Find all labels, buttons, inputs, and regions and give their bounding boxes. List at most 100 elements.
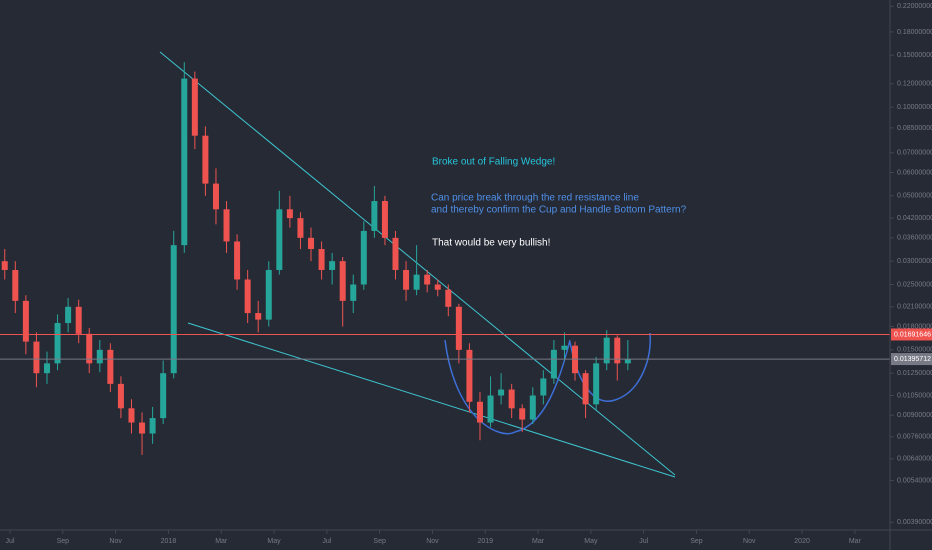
y-tick-label: 0.03000000 bbox=[897, 258, 932, 265]
candle-body bbox=[107, 349, 114, 384]
x-tick-label: 2019 bbox=[477, 538, 493, 545]
handle-curve bbox=[569, 332, 651, 402]
last-price-line-box bbox=[891, 353, 932, 366]
candle-body bbox=[508, 389, 515, 409]
candle-body bbox=[350, 284, 357, 301]
wedge-upper-line bbox=[159, 51, 676, 476]
candle-body bbox=[75, 306, 82, 334]
candle-body bbox=[276, 209, 283, 271]
y-tick-label: 0.02100000 bbox=[897, 304, 932, 311]
cup-curve bbox=[444, 339, 571, 435]
candle-body bbox=[286, 209, 293, 219]
candle-body bbox=[603, 337, 610, 364]
resistance-line-label: 0.01691646 bbox=[894, 331, 931, 338]
x-tick-label: Sep bbox=[57, 538, 70, 545]
candle-body bbox=[43, 363, 50, 374]
y-tick-label: 0.00540000 bbox=[897, 477, 932, 484]
y-tick-label: 0.18000000 bbox=[897, 29, 932, 36]
y-tick-label: 0.08500000 bbox=[897, 125, 932, 132]
resistance-line-box bbox=[891, 328, 932, 341]
candle-body bbox=[170, 245, 177, 374]
x-tick-label: May bbox=[267, 538, 281, 545]
y-tick-label: 0.12000000 bbox=[897, 81, 932, 88]
y-tick-label: 0.00900000 bbox=[897, 412, 932, 419]
candle-body bbox=[128, 408, 135, 423]
x-tick-label: Sep bbox=[373, 538, 386, 545]
x-tick-label: Jul bbox=[322, 538, 331, 545]
candle-body bbox=[329, 261, 336, 271]
annotation: Broke out of Falling Wedge! bbox=[432, 157, 555, 168]
y-tick-label: 0.22000000 bbox=[897, 3, 932, 10]
y-tick-label: 0.01800000 bbox=[897, 323, 932, 330]
x-tick-label: Jul bbox=[639, 538, 648, 545]
candle-body bbox=[255, 313, 262, 320]
candle-body bbox=[191, 78, 198, 136]
x-tick-label: Sep bbox=[690, 538, 703, 545]
y-tick-label: 0.03600000 bbox=[897, 235, 932, 242]
y-tick-label: 0.07000000 bbox=[897, 150, 932, 157]
candle-body bbox=[265, 270, 272, 320]
y-tick-label: 0.00390000 bbox=[897, 519, 932, 526]
candle-body bbox=[582, 373, 589, 405]
x-tick-label: 2018 bbox=[161, 538, 177, 545]
candle-body bbox=[540, 378, 547, 396]
candle-body bbox=[339, 261, 346, 301]
annotation: and thereby confirm the Cup and Handle B… bbox=[431, 205, 687, 216]
x-tick-label: Mar bbox=[532, 538, 545, 545]
candle-body bbox=[139, 422, 146, 434]
y-tick-label: 0.06000000 bbox=[897, 169, 932, 176]
x-tick-label: Jul bbox=[6, 538, 15, 545]
candle-body bbox=[381, 201, 388, 238]
annotation: Can price break through the red resistan… bbox=[431, 193, 639, 204]
candle-body bbox=[519, 408, 526, 420]
candle-body bbox=[160, 373, 167, 419]
x-tick-label: Nov bbox=[743, 538, 756, 545]
x-tick-label: Nov bbox=[426, 538, 439, 545]
candle-body bbox=[614, 337, 621, 364]
y-tick-label: 0.15000000 bbox=[897, 52, 932, 59]
y-tick-label: 0.05000000 bbox=[897, 193, 932, 200]
candle-body bbox=[487, 395, 494, 423]
candle-body bbox=[96, 349, 103, 364]
x-tick-label: 2020 bbox=[794, 538, 810, 545]
candle-body bbox=[308, 237, 315, 249]
candle-body bbox=[498, 389, 505, 396]
candle-body bbox=[22, 300, 29, 342]
y-tick-label: 0.10000000 bbox=[897, 104, 932, 111]
candle-body bbox=[476, 401, 483, 423]
candle-body bbox=[424, 274, 431, 285]
annotation: That would be very bullish! bbox=[432, 238, 550, 249]
y-tick-label: 0.01250000 bbox=[897, 370, 932, 377]
candle-body bbox=[413, 274, 420, 290]
candle-body bbox=[360, 230, 367, 285]
candle-body bbox=[223, 209, 230, 242]
wedge-lower-line bbox=[187, 322, 676, 478]
candle-body bbox=[403, 270, 410, 290]
candle-body bbox=[371, 201, 378, 231]
candle-body bbox=[1, 261, 8, 271]
candle-body bbox=[550, 349, 557, 379]
candle-body bbox=[561, 345, 568, 350]
y-tick-label: 0.00760000 bbox=[897, 434, 932, 441]
candle-body bbox=[86, 333, 93, 364]
candle-body bbox=[593, 363, 600, 405]
x-tick-label: May bbox=[584, 538, 598, 545]
candle-body bbox=[392, 237, 399, 271]
candle-body bbox=[212, 183, 219, 210]
candle-body bbox=[318, 248, 325, 271]
candle-body bbox=[455, 306, 462, 350]
x-tick-label: Mar bbox=[215, 538, 228, 545]
candle-body bbox=[65, 306, 72, 324]
y-tick-label: 0.01500000 bbox=[897, 347, 932, 354]
y-tick-label: 0.01050000 bbox=[897, 392, 932, 399]
candle-body bbox=[466, 349, 473, 402]
y-tick-label: 0.00640000 bbox=[897, 456, 932, 463]
candle-body bbox=[33, 341, 40, 374]
plot-area bbox=[0, 51, 890, 478]
candle-body bbox=[529, 395, 536, 420]
candle-body bbox=[181, 78, 188, 246]
x-tick-label: Nov bbox=[109, 538, 122, 545]
